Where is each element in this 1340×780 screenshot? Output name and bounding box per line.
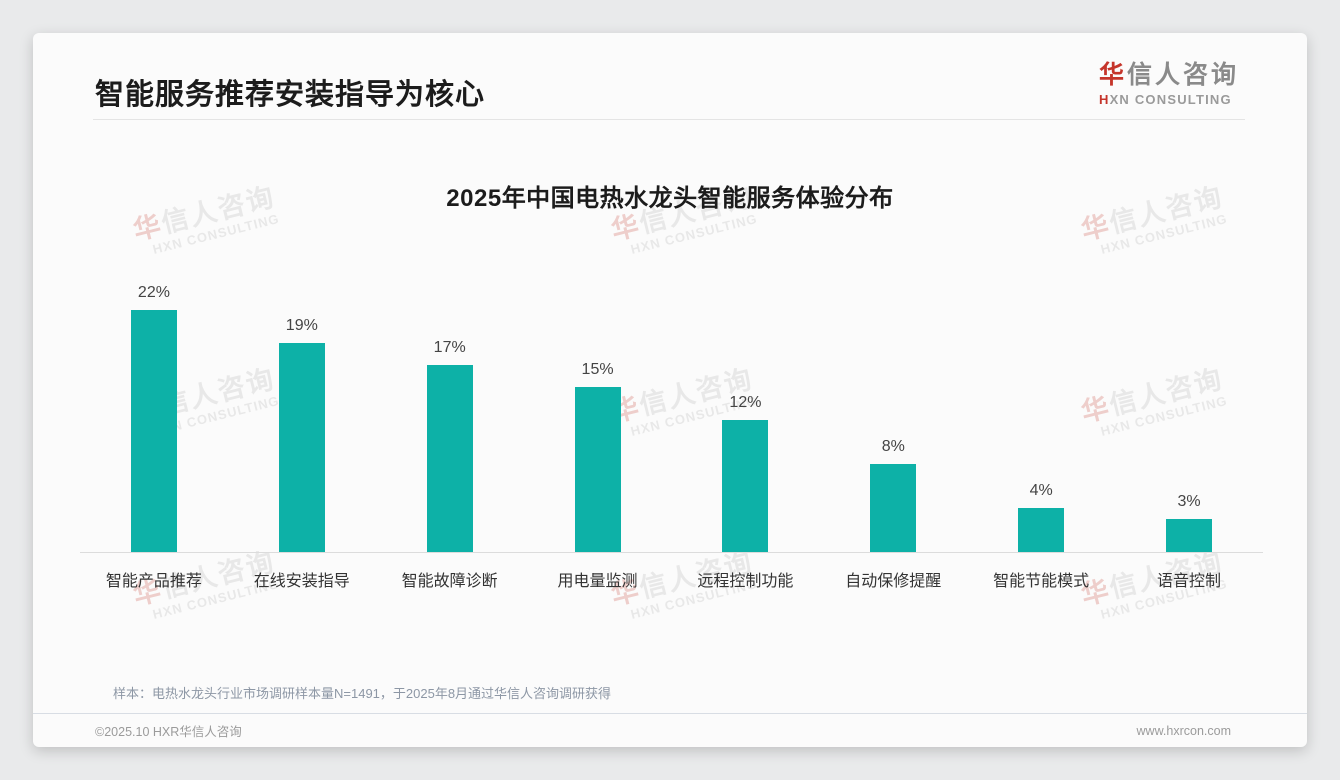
bar bbox=[1166, 519, 1213, 552]
bar-column: 3% bbox=[1115, 271, 1263, 552]
bar bbox=[870, 464, 917, 552]
bar-category-label: 自动保修提醒 bbox=[845, 573, 942, 590]
bar-value-label: 17% bbox=[433, 339, 466, 356]
bar-value-label: 22% bbox=[137, 284, 170, 301]
logo-subtitle-rest: XN CONSULTING bbox=[1109, 92, 1232, 107]
bar-column: 19% bbox=[228, 271, 376, 552]
bar bbox=[278, 343, 325, 552]
chart-title: 2025年中国电热水龙头智能服务体验分布 bbox=[446, 185, 894, 212]
bar-category-label: 用电量监测 bbox=[557, 573, 638, 590]
slide-card: 华信人咨询 HXN CONSULTING 华信人咨询 HXN CONSULTING 华信… bbox=[33, 33, 1307, 747]
bar bbox=[1018, 508, 1065, 552]
bar-column: 12% bbox=[672, 271, 820, 552]
logo-subtitle-red-char: H bbox=[1098, 92, 1110, 107]
bar-category-label: 智能故障诊断 bbox=[401, 573, 498, 590]
bar-value-label: 3% bbox=[1177, 493, 1201, 510]
bar-category-label: 语音控制 bbox=[1157, 573, 1222, 590]
bar-category-label: 智能节能模式 bbox=[993, 573, 1090, 590]
bar-column: 15% bbox=[524, 271, 672, 552]
bar-category-label: 智能产品推荐 bbox=[105, 573, 202, 590]
bar bbox=[130, 310, 177, 552]
bar-chart-category-axis: 智能产品推荐 在线安装指导 智能故障诊断 用电量监测 远程控制功能 自动保修提醒 智能节能模… bbox=[80, 567, 1263, 591]
bar-column: 8% bbox=[819, 271, 967, 552]
logo-brand-text: 华信人咨询 bbox=[1099, 55, 1239, 91]
sample-footnote: 样本：电热水龙头行业市场调研样本量N=1491，于2025年8月通过华信人咨询调… bbox=[113, 686, 612, 701]
header-divider bbox=[93, 119, 1245, 120]
bar-category-label: 在线安装指导 bbox=[253, 573, 350, 590]
logo-subtitle: HXN CONSULTING bbox=[1099, 92, 1239, 107]
page-title: 智能服务推荐安装指导为核心 bbox=[95, 79, 486, 111]
bar bbox=[426, 365, 473, 552]
logo-brand-red-char: 华 bbox=[1098, 61, 1127, 89]
bar-column: 17% bbox=[376, 271, 524, 552]
bar-column: 22% bbox=[80, 271, 228, 552]
bar-value-label: 8% bbox=[881, 438, 905, 455]
bar-value-label: 15% bbox=[581, 361, 614, 378]
bar-category-label: 远程控制功能 bbox=[697, 573, 794, 590]
slide-footer: ©2025.10 HXR华信人咨询 www.hxrcon.com bbox=[33, 713, 1307, 747]
copyright-text: ©2025.10 HXR华信人咨询 bbox=[95, 725, 242, 739]
company-logo: 华信人咨询 HXN CONSULTING bbox=[1099, 55, 1239, 107]
bar bbox=[574, 387, 621, 552]
bar-chart-plot-area: 22% 19% 17% 15% 12% 8% 4% 3% bbox=[80, 271, 1263, 553]
bar bbox=[722, 420, 769, 552]
logo-brand-rest: 信人咨询 bbox=[1126, 61, 1239, 89]
bar-value-label: 12% bbox=[729, 394, 762, 411]
bar-value-label: 19% bbox=[285, 317, 318, 334]
bar-value-label: 4% bbox=[1029, 482, 1053, 499]
website-text: www.hxrcon.com bbox=[1136, 723, 1231, 738]
bar-column: 4% bbox=[967, 271, 1115, 552]
